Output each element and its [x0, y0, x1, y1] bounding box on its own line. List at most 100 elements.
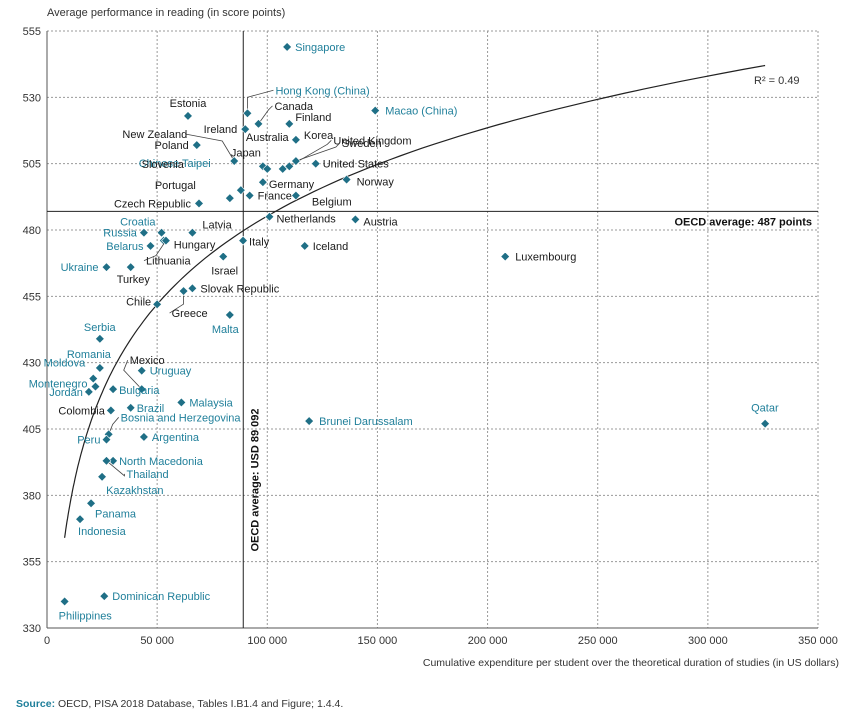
- data-point-label: Malaysia: [189, 397, 233, 409]
- data-point-marker: [244, 190, 255, 201]
- data-point-label: Malta: [212, 324, 240, 336]
- data-point-label: New Zealand: [122, 129, 187, 141]
- data-point-label: Ireland: [204, 124, 238, 136]
- data-point-label: Belgium: [312, 197, 352, 209]
- data-point-marker: [218, 251, 229, 262]
- data-point-label: Argentina: [152, 432, 200, 444]
- data-point-label: Moldova: [44, 358, 86, 370]
- trend-line: [64, 64, 766, 538]
- y-tick-label: 505: [23, 159, 41, 171]
- y-tick-label: 530: [23, 92, 41, 104]
- data-point-label: Montenegro: [29, 379, 88, 391]
- data-point-label: Italy: [249, 237, 270, 249]
- data-point-label: Ukraine: [61, 262, 99, 274]
- x-tick-label: 250 000: [578, 635, 618, 647]
- data-point-marker: [242, 108, 253, 119]
- data-point-label: Slovenia: [142, 159, 185, 171]
- data-point-marker: [191, 140, 202, 150]
- data-point-marker: [236, 185, 246, 196]
- data-point-marker: [88, 373, 99, 384]
- leader-line: [106, 460, 125, 477]
- data-point-marker: [139, 227, 149, 238]
- y-tick-label: 555: [23, 26, 41, 38]
- leader-line: [247, 89, 274, 114]
- leader-line: [123, 360, 143, 390]
- data-point-label: Jordan: [49, 387, 83, 399]
- x-tick-label: 50 000: [140, 635, 174, 647]
- data-point-marker: [125, 262, 136, 272]
- data-point-marker: [125, 402, 136, 413]
- leader-line: [143, 240, 167, 261]
- data-point-marker: [187, 227, 198, 238]
- leader-line: [258, 105, 273, 125]
- data-point-marker: [370, 105, 381, 116]
- data-point-marker: [194, 198, 204, 209]
- data-point-marker: [101, 434, 112, 445]
- data-point-marker: [291, 134, 301, 145]
- x-tick-label: 150 000: [358, 635, 398, 647]
- data-point-label: Netherlands: [276, 214, 336, 226]
- data-point-label: Korea: [304, 130, 334, 142]
- leader-line: [185, 133, 235, 162]
- y-tick-label: 455: [23, 291, 41, 303]
- data-point-marker: [101, 262, 112, 272]
- data-point-marker: [291, 190, 301, 201]
- data-point-label: Qatar: [751, 403, 779, 415]
- data-point-label: Iceland: [313, 241, 348, 253]
- data-point-marker: [156, 227, 167, 238]
- data-point-marker: [240, 124, 251, 134]
- data-point-label: Australia: [246, 132, 290, 144]
- data-point-marker: [108, 456, 118, 466]
- data-point-marker: [500, 251, 511, 262]
- data-point-marker: [106, 405, 116, 416]
- data-point-marker: [99, 591, 110, 601]
- data-point-marker: [97, 471, 107, 482]
- data-point-label: United Kingdom: [333, 135, 411, 147]
- data-point-label: Dominican Republic: [112, 591, 210, 603]
- y-tick-label: 380: [23, 490, 41, 502]
- data-point-label: Hong Kong (China): [275, 85, 369, 97]
- data-point-marker: [253, 119, 264, 129]
- data-point-label: Croatia: [120, 217, 156, 229]
- data-point-marker: [183, 111, 193, 121]
- data-point-marker: [282, 42, 292, 52]
- data-point-marker: [187, 283, 198, 294]
- x-tick-label: 300 000: [688, 635, 728, 647]
- data-point-marker: [341, 174, 352, 185]
- data-point-marker: [258, 177, 268, 188]
- x-axis-label: Cumulative expenditure per student over …: [422, 657, 839, 669]
- x-tick-label: 200 000: [468, 635, 508, 647]
- data-point-label: Portugal: [155, 180, 196, 192]
- data-point-marker: [152, 299, 162, 310]
- data-point-label: Greece: [172, 308, 208, 320]
- data-point-marker: [238, 235, 248, 246]
- data-point-marker: [145, 241, 156, 251]
- data-point-marker: [291, 156, 301, 166]
- data-point-label: Turkey: [117, 274, 151, 286]
- x-tick-label: 100 000: [247, 635, 287, 647]
- y-tick-label: 430: [23, 358, 41, 370]
- data-point-marker: [59, 596, 70, 607]
- data-point-marker: [304, 416, 314, 426]
- data-point-label: Poland: [155, 140, 189, 152]
- source-text: OECD, PISA 2018 Database, Tables I.B1.4 …: [58, 698, 344, 710]
- data-point-marker: [176, 397, 187, 408]
- leader-line: [295, 142, 341, 162]
- data-point-label: Czech Republic: [114, 198, 192, 210]
- data-point-marker: [101, 456, 112, 466]
- data-point-marker: [284, 119, 295, 129]
- data-point-label: Macao (China): [385, 106, 457, 118]
- data-point-label: Germany: [269, 179, 315, 191]
- data-point-label: France: [258, 191, 292, 203]
- data-point-marker: [350, 214, 361, 225]
- data-point-label: Austria: [363, 216, 398, 228]
- y-tick-label: 330: [23, 623, 41, 635]
- oecd-average-y-label: OECD average: 487 points: [674, 216, 812, 228]
- data-point-marker: [95, 333, 105, 344]
- data-point-label: Kazakhstan: [106, 485, 163, 497]
- data-point-marker: [161, 235, 171, 246]
- data-point-marker: [262, 164, 273, 174]
- data-point-marker: [225, 193, 235, 203]
- data-point-label: Hungary: [174, 240, 216, 252]
- data-point-label: Luxembourg: [515, 252, 576, 264]
